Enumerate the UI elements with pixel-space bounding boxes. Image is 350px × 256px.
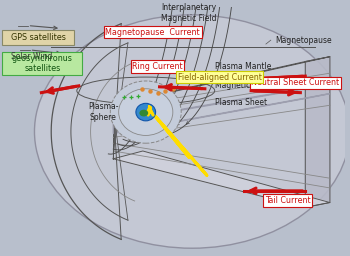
Text: Magnetopause  Current: Magnetopause Current bbox=[105, 28, 200, 37]
Ellipse shape bbox=[136, 103, 156, 121]
Ellipse shape bbox=[34, 15, 350, 248]
Polygon shape bbox=[113, 84, 330, 133]
Text: GPS satellites: GPS satellites bbox=[11, 33, 66, 42]
Polygon shape bbox=[113, 57, 330, 104]
Ellipse shape bbox=[110, 81, 181, 143]
Polygon shape bbox=[113, 151, 330, 207]
Text: Plasma Sheet: Plasma Sheet bbox=[215, 98, 267, 107]
Text: Plasma Mantle: Plasma Mantle bbox=[215, 62, 271, 71]
Text: geosynchronus
satellites: geosynchronus satellites bbox=[12, 54, 73, 73]
Ellipse shape bbox=[139, 110, 148, 116]
FancyBboxPatch shape bbox=[2, 30, 74, 45]
Text: Magnetic Tail: Magnetic Tail bbox=[215, 81, 265, 90]
Text: Neutral Sheet Current: Neutral Sheet Current bbox=[251, 78, 340, 87]
Ellipse shape bbox=[119, 89, 173, 135]
Text: Interplanetary
Magnetic Field: Interplanetary Magnetic Field bbox=[161, 3, 217, 23]
Polygon shape bbox=[305, 57, 330, 207]
Text: Tail Current: Tail Current bbox=[265, 196, 310, 205]
Text: Magnetopause: Magnetopause bbox=[276, 36, 332, 45]
FancyBboxPatch shape bbox=[2, 52, 82, 75]
Text: Plasma-
Sphere: Plasma- Sphere bbox=[88, 102, 119, 122]
Text: Solar Wind: Solar Wind bbox=[11, 52, 52, 61]
Text: Field-aligned Current: Field-aligned Current bbox=[178, 73, 261, 82]
Text: Ring Current: Ring Current bbox=[132, 62, 183, 71]
